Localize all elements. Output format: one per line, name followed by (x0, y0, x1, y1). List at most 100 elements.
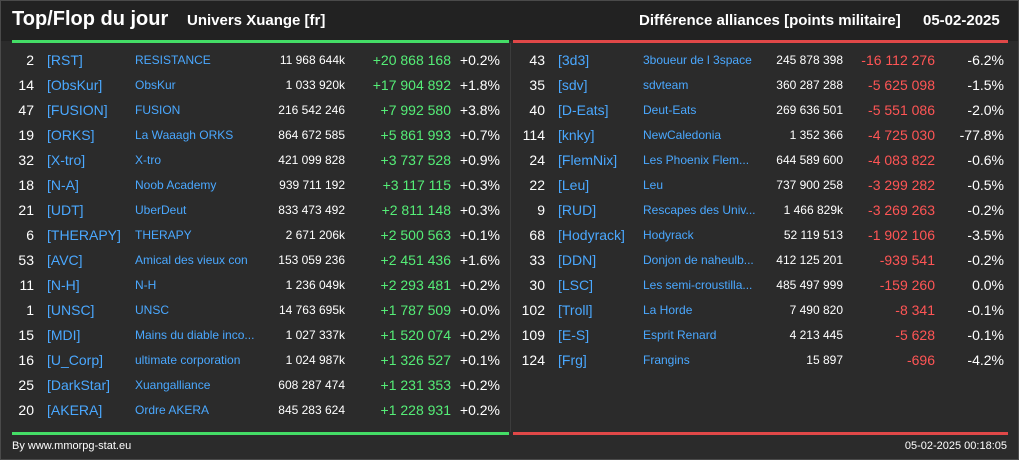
alliance-name-link[interactable]: Les semi-croustilla... (643, 278, 753, 292)
alliance-name-link[interactable]: Xuangalliance (135, 378, 211, 392)
alliance-rank: 19 (18, 127, 34, 143)
percent-change: -0.2% (967, 252, 1004, 268)
percent-change: +3.8% (459, 102, 500, 118)
alliance-tag-link[interactable]: [knky] (558, 127, 595, 143)
percent-change: -0.5% (967, 177, 1004, 193)
percent-change: +0.2% (459, 377, 500, 393)
alliance-tag-link[interactable]: [N-A] (47, 177, 79, 193)
alliance-name-link[interactable]: Mains du diable inco... (135, 328, 255, 342)
percent-change: +0.3% (459, 202, 500, 218)
percent-change: -1.5% (967, 77, 1004, 93)
alliance-points: 485 497 999 (776, 278, 843, 292)
percent-change: -3.5% (967, 227, 1004, 243)
points-difference: -3 269 263 (868, 202, 935, 218)
alliance-points: 1 027 337k (285, 328, 345, 342)
top-section-bottom-bar (12, 432, 509, 435)
alliance-name-link[interactable]: RESISTANCE (135, 53, 211, 67)
alliance-tag-link[interactable]: [FlemNix] (558, 152, 618, 168)
alliance-name-link[interactable]: Deut-Eats (643, 103, 697, 117)
alliance-tag-link[interactable]: [RUD] (558, 202, 597, 218)
flop-section-bar (513, 40, 1008, 43)
alliance-tag-link[interactable]: [FUSION] (47, 102, 108, 118)
alliance-name-link[interactable]: THERAPY (135, 228, 192, 242)
alliance-name-link[interactable]: N-H (135, 278, 157, 292)
alliance-rank: 53 (18, 252, 34, 268)
alliance-tag-link[interactable]: [MDI] (47, 327, 81, 343)
alliance-tag-link[interactable]: [DDN] (558, 252, 597, 268)
percent-change: +0.1% (459, 352, 500, 368)
alliance-tag-link[interactable]: [sdv] (558, 77, 588, 93)
alliance-tag-link[interactable]: [DarkStar] (47, 377, 111, 393)
points-difference: +2 293 481 (380, 277, 451, 293)
alliance-name-link[interactable]: ObsKur (135, 78, 176, 92)
alliance-rank: 22 (529, 177, 545, 193)
alliance-name-link[interactable]: Esprit Renard (643, 328, 717, 342)
points-difference: -8 341 (895, 302, 935, 318)
alliance-name-link[interactable]: Donjon de naheulb... (643, 253, 754, 267)
alliance-name-link[interactable]: UberDeut (135, 203, 187, 217)
alliance-tag-link[interactable]: [U_Corp] (47, 352, 104, 368)
points-difference: -4 083 822 (868, 152, 935, 168)
alliance-tag-link[interactable]: [LSC] (558, 277, 594, 293)
alliance-name-link[interactable]: Amical des vieux con (135, 253, 248, 267)
alliance-tag-link[interactable]: [Troll] (558, 302, 593, 318)
points-difference: +2 811 148 (381, 202, 451, 218)
alliance-rank: 114 (522, 127, 545, 143)
alliance-tag-link[interactable]: [ORKS] (47, 127, 95, 143)
alliance-points: 421 099 828 (278, 153, 345, 167)
alliance-points: 1 352 366 (789, 128, 843, 142)
alliance-rank: 18 (18, 177, 34, 193)
alliance-name-link[interactable]: FUSION (135, 103, 181, 117)
alliance-tag-link[interactable]: [RST] (47, 52, 83, 68)
header-date: 05-02-2025 (923, 12, 1000, 29)
alliance-points: 52 119 513 (783, 228, 843, 242)
alliance-rank: 102 (521, 302, 545, 318)
alliance-tag-link[interactable]: [X-tro] (47, 152, 86, 168)
alliance-tag-link[interactable]: [UDT] (47, 202, 84, 218)
alliance-tag-link[interactable]: [Hodyrack] (558, 227, 625, 243)
points-difference: -3 299 282 (868, 177, 935, 193)
alliance-name-link[interactable]: Hodyrack (643, 228, 694, 242)
alliance-points: 845 283 624 (278, 403, 345, 417)
alliance-points: 737 900 258 (776, 178, 843, 192)
alliance-name-link[interactable]: Leu (643, 178, 664, 192)
alliance-name-link[interactable]: Frangins (643, 353, 690, 367)
points-difference: +17 904 892 (372, 77, 451, 93)
alliance-name-link[interactable]: NewCaledonia (643, 128, 722, 142)
generated-timestamp: 05-02-2025 00:18:05 (904, 440, 1007, 452)
alliance-tag-link[interactable]: [3d3] (558, 52, 590, 68)
alliance-name-link[interactable]: Les Phoenix Flem... (643, 153, 750, 167)
percent-change: 0.0% (972, 277, 1004, 293)
alliance-name-link[interactable]: Noob Academy (135, 178, 217, 192)
alliance-points: 833 473 492 (278, 203, 345, 217)
alliance-name-link[interactable]: Rescapes des Univ... (643, 203, 756, 217)
alliance-name-link[interactable]: La Horde (643, 303, 693, 317)
points-difference: +3 117 115 (382, 177, 451, 193)
points-difference: +20 868 168 (372, 52, 451, 68)
alliance-name-link[interactable]: UNSC (135, 303, 170, 317)
alliance-tag-link[interactable]: [AKERA] (47, 402, 103, 418)
alliance-name-link[interactable]: sdvteam (643, 78, 689, 92)
alliance-tag-link[interactable]: [ObsKur] (47, 77, 103, 93)
alliance-rank: 9 (537, 202, 545, 218)
alliance-points: 11 968 644k (279, 53, 345, 67)
alliance-tag-link[interactable]: [UNSC] (47, 302, 95, 318)
alliance-tag-link[interactable]: [Frg] (558, 352, 587, 368)
alliance-tag-link[interactable]: [AVC] (47, 252, 83, 268)
alliance-rank: 21 (18, 202, 34, 218)
alliance-tag-link[interactable]: [Leu] (558, 177, 590, 193)
percent-change: +0.7% (459, 127, 500, 143)
percent-change: +0.3% (459, 177, 500, 193)
alliance-tag-link[interactable]: [N-H] (47, 277, 80, 293)
alliance-tag-link[interactable]: [E-S] (558, 327, 590, 343)
alliance-tag-link[interactable]: [THERAPY] (47, 227, 121, 243)
alliance-name-link[interactable]: 3boueur de l 3space (643, 53, 752, 67)
alliance-name-link[interactable]: Ordre AKERA (135, 403, 210, 417)
percent-change: +0.2% (459, 327, 500, 343)
flop-section-bottom-bar (513, 432, 1008, 435)
alliance-name-link[interactable]: X-tro (135, 153, 162, 167)
alliance-tag-link[interactable]: [D-Eats] (558, 102, 609, 118)
alliance-name-link[interactable]: La Waaagh ORKS (135, 128, 234, 142)
alliance-name-link[interactable]: ultimate corporation (135, 353, 241, 367)
percent-change: +0.2% (459, 52, 500, 68)
